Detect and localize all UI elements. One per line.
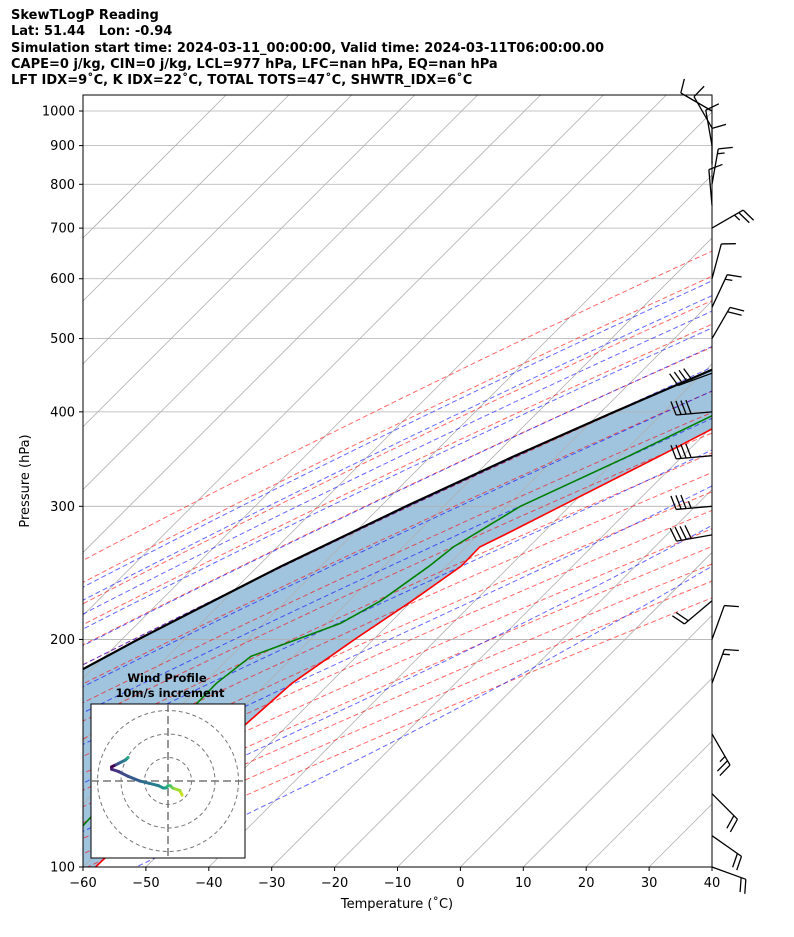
isotherm-gridline (711, 866, 712, 867)
hodograph-subtitle: 10m/s increment (116, 686, 225, 700)
wind-barb (711, 243, 736, 279)
isotherm-gridline (585, 740, 712, 867)
hodograph-segment (147, 781, 161, 788)
wind-barb (711, 274, 742, 308)
profile-lines (83, 368, 712, 867)
x-tick-label: −40 (195, 876, 222, 891)
dry-adiabat (83, 300, 712, 605)
isotherm-gridline (83, 95, 353, 365)
isotherm-gridline (83, 95, 227, 239)
cin-shaded-area (83, 369, 712, 867)
hodograph-title: Wind Profile (127, 671, 207, 685)
moist-adiabat (83, 417, 712, 714)
x-tick-label: −10 (384, 876, 411, 891)
hodograph-inset: Wind Profile 10m/s increment (90, 671, 246, 859)
moist-adiabat (83, 390, 712, 688)
wind-barb (711, 733, 731, 776)
dry-adiabat (83, 491, 712, 775)
y-tick-label: 200 (50, 633, 75, 648)
x-axis-label: Temperature (˚C) (340, 896, 453, 912)
time-info-text: Simulation start time: 2024-03-11_00:00:… (11, 40, 604, 56)
hodograph-segment (138, 779, 151, 785)
y-tick-label: 1000 (42, 105, 75, 120)
x-tick-label: −60 (69, 876, 96, 891)
isotherm-gridline (208, 363, 712, 867)
wind-barb (711, 835, 743, 871)
x-tick-label: −50 (132, 876, 159, 891)
dry-adiabat (83, 390, 712, 685)
wind-barb (693, 85, 713, 129)
wind-barbs (669, 78, 755, 894)
isotherm-gridline (83, 95, 541, 554)
wind-barb (670, 399, 713, 416)
x-tick-label: 30 (641, 876, 658, 891)
dry-adiabat (83, 528, 712, 808)
moist-adiabat (83, 280, 712, 588)
moist-adiabat (83, 295, 712, 601)
x-tick-label: 0 (456, 876, 464, 891)
isotherm-gridline (83, 95, 290, 302)
wind-barb (669, 368, 713, 387)
y-tick-label: 500 (50, 332, 75, 347)
isotherm-gridline (83, 95, 478, 491)
isotherm-gridline (83, 95, 667, 679)
wind-barb (711, 123, 727, 165)
wind-barb (670, 443, 713, 460)
gridlines (83, 95, 712, 867)
wind-barb (669, 525, 713, 542)
moist-adiabat (83, 310, 712, 615)
wind-barb (711, 146, 733, 185)
chart-header: SkewTLogP Reading Lat: 51.44 Lon: -0.94 … (11, 8, 604, 89)
parcel-path-line (83, 368, 712, 671)
x-tick-label: −20 (321, 876, 348, 891)
parcel-info-text: CAPE=0 j/kg, CIN=0 j/kg, LCL=977 hPa, LF… (11, 56, 498, 72)
isotherm-gridline (460, 614, 712, 867)
isotherm-gridline (83, 111, 712, 742)
wind-barb (711, 209, 755, 229)
isotherm-gridline (334, 489, 712, 867)
temperature-line (95, 428, 712, 867)
dry-adiabat (83, 250, 712, 561)
wind-barb (711, 648, 739, 684)
wind-barb (711, 306, 745, 339)
isotherm-gridline (397, 551, 712, 867)
y-tick-label: 300 (50, 500, 75, 515)
x-tick-label: −30 (258, 876, 285, 891)
location-text: Lat: 51.44 Lon: -0.94 (11, 24, 173, 40)
hodograph-segment (117, 770, 130, 778)
dewpoint-line (83, 414, 712, 827)
y-tick-label: 800 (50, 178, 75, 193)
axes: −60 −50 −40 −30 −20 −10 0 10 20 30 40 100 200 300 400 5… (42, 105, 720, 891)
cape-cin-shading (83, 369, 712, 867)
isotherm-gridline (523, 677, 712, 867)
wind-barb (670, 494, 713, 511)
x-tick-label: 20 (578, 876, 595, 891)
y-axis-label: Pressure (hPa) (18, 434, 33, 527)
dry-adiabat (83, 346, 712, 646)
dry-adiabat (83, 411, 712, 704)
wind-barb (708, 163, 723, 206)
hodograph-segment (126, 774, 142, 783)
isotherm-gridline (83, 95, 415, 428)
wind-barb (705, 103, 720, 146)
wind-barb (711, 604, 739, 640)
y-tick-label: 600 (50, 272, 75, 287)
y-tick-label: 900 (50, 139, 75, 154)
x-tick-label: 40 (704, 876, 721, 891)
indices-text: LFT IDX=9˚C, K IDX=22˚C, TOTAL TOTS=47˚C… (11, 73, 473, 89)
y-tick-label: 700 (50, 222, 75, 237)
isotherm-gridline (145, 300, 712, 867)
isotherm-gridline (83, 95, 604, 616)
x-tick-label: 10 (515, 876, 532, 891)
wind-barb (671, 600, 713, 625)
y-tick-label: 400 (50, 405, 75, 420)
moist-adiabat (83, 327, 712, 630)
chart-title: SkewTLogP Reading (11, 8, 159, 23)
wind-barb (711, 793, 739, 833)
wind-barb (711, 866, 747, 894)
y-tick-label: 100 (50, 861, 75, 876)
plot-area (83, 95, 712, 867)
dry-adiabat (83, 452, 712, 740)
